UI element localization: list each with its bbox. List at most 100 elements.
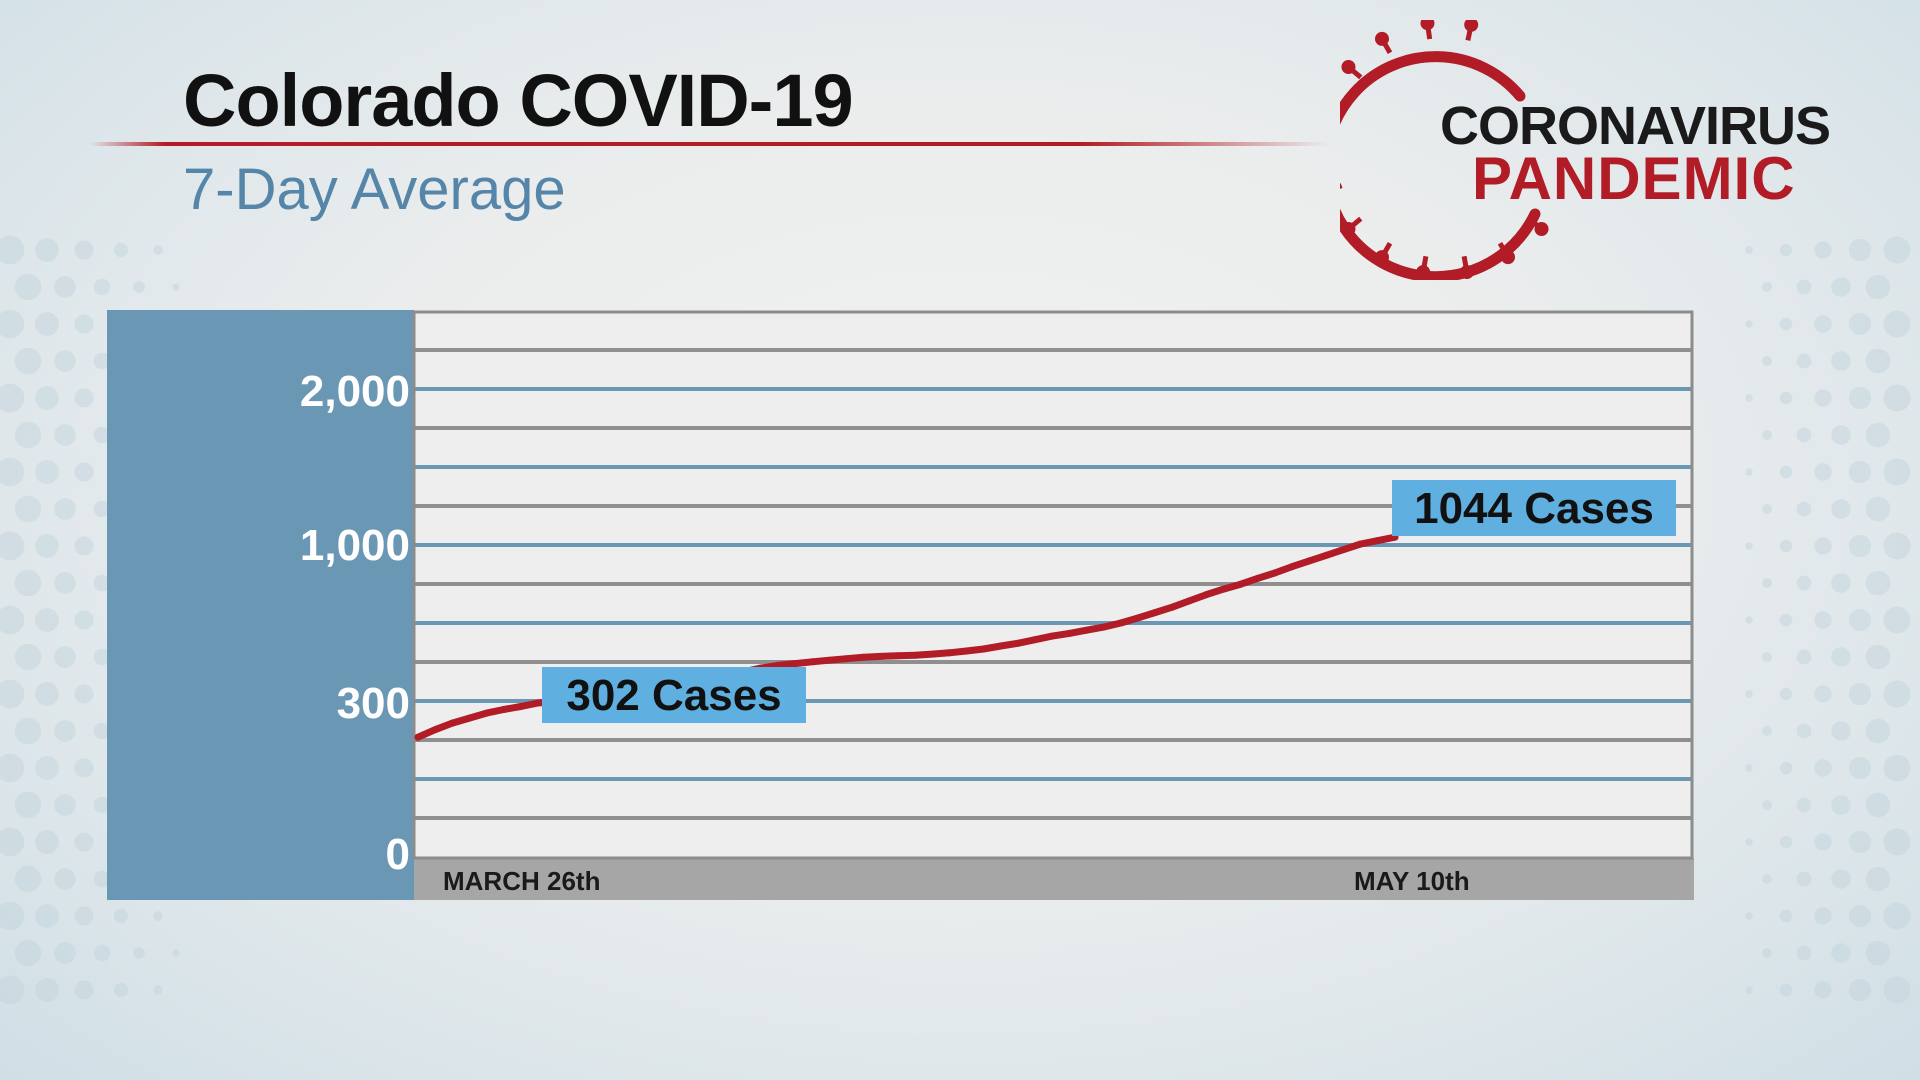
background-dot (1796, 575, 1812, 591)
background-dot (1865, 348, 1891, 374)
background-dot (14, 421, 42, 449)
background-dot (1745, 838, 1753, 846)
background-dot (35, 386, 59, 410)
background-dot (1883, 606, 1911, 634)
background-dot (1762, 800, 1772, 810)
background-dot (0, 901, 25, 931)
background-dot (1848, 534, 1872, 558)
background-dot (74, 758, 94, 778)
background-dot (1865, 940, 1891, 966)
background-dot (1848, 830, 1872, 854)
background-dot (1865, 570, 1891, 596)
background-dot (1779, 835, 1793, 849)
background-dot (0, 827, 25, 857)
background-dot (1831, 943, 1851, 963)
background-dot (133, 281, 145, 293)
data-point (877, 652, 885, 660)
background-dot (1831, 869, 1851, 889)
background-dot (113, 242, 129, 258)
background-dot (1814, 759, 1832, 777)
background-dot (1831, 499, 1851, 519)
background-dot (0, 457, 25, 487)
background-dot (1814, 981, 1832, 999)
background-dot (74, 240, 94, 260)
background-dot (54, 350, 76, 372)
background-dot (1779, 613, 1793, 627)
background-dot (74, 462, 94, 482)
background-dot (1796, 797, 1812, 813)
data-point (808, 658, 816, 666)
background-dot (1779, 909, 1793, 923)
background-dot (14, 643, 42, 671)
background-dot (54, 720, 76, 742)
background-dot (54, 794, 76, 816)
background-dot (153, 245, 163, 255)
background-dot (1779, 687, 1793, 701)
background-dot (1779, 761, 1793, 775)
background-dot (1796, 501, 1812, 517)
background-dot (1762, 356, 1772, 366)
data-point (1031, 636, 1039, 644)
x-tick-label: MAY 10th (1354, 866, 1470, 896)
background-dot (93, 352, 111, 370)
background-dot (1745, 394, 1753, 402)
background-dot (1796, 279, 1812, 295)
background-dot (0, 235, 25, 265)
background-dot (1848, 608, 1872, 632)
data-point (894, 652, 902, 660)
background-dot (172, 283, 180, 291)
data-point (465, 714, 473, 722)
background-dot (1796, 353, 1812, 369)
data-point (1185, 597, 1193, 605)
data-point (1271, 569, 1279, 577)
data-point (1203, 591, 1210, 599)
background-dot (0, 309, 25, 339)
background-dot (1745, 912, 1753, 920)
data-point (963, 647, 970, 655)
background-dot (14, 717, 42, 745)
data-point (928, 650, 936, 658)
background-dot (1779, 539, 1793, 553)
logo-text-pandemic: PANDEMIC (1472, 145, 1796, 212)
background-dot (35, 608, 59, 632)
background-dot (1814, 611, 1832, 629)
background-dot (1848, 978, 1872, 1002)
background-dot (153, 911, 163, 921)
background-dot (93, 278, 111, 296)
data-point (1374, 537, 1382, 545)
background-dot (0, 679, 25, 709)
y-axis-panel (107, 310, 414, 900)
data-point (825, 656, 833, 664)
title-divider (90, 142, 1330, 146)
background-dot (35, 238, 59, 262)
background-dot (1831, 351, 1851, 371)
data-point (1237, 580, 1245, 588)
data-point (1254, 574, 1262, 582)
background-dot (153, 985, 163, 995)
background-dot (93, 574, 111, 592)
background-dot (1831, 647, 1851, 667)
background-dot (1865, 866, 1891, 892)
background-dot (1762, 504, 1772, 514)
logo-text-coronavirus: CORONAVIRUS (1440, 96, 1831, 156)
data-point (945, 649, 953, 657)
data-point (1305, 557, 1313, 565)
background-dot (1848, 460, 1872, 484)
x-tick-label: MARCH 26th (443, 866, 600, 896)
data-point (1014, 639, 1022, 647)
background-dot (35, 460, 59, 484)
background-dot (14, 865, 42, 893)
background-dot (14, 495, 42, 523)
callout-box (542, 667, 806, 723)
background-dot (1762, 282, 1772, 292)
background-dot (1745, 764, 1753, 772)
background-dot (74, 980, 94, 1000)
data-point (1134, 614, 1142, 622)
background-dot (1762, 726, 1772, 736)
background-dot (1848, 386, 1872, 410)
data-point (997, 642, 1005, 650)
data-point (448, 719, 456, 727)
data-point (483, 709, 491, 717)
background-dot (14, 791, 42, 819)
background-dot (1796, 945, 1812, 961)
